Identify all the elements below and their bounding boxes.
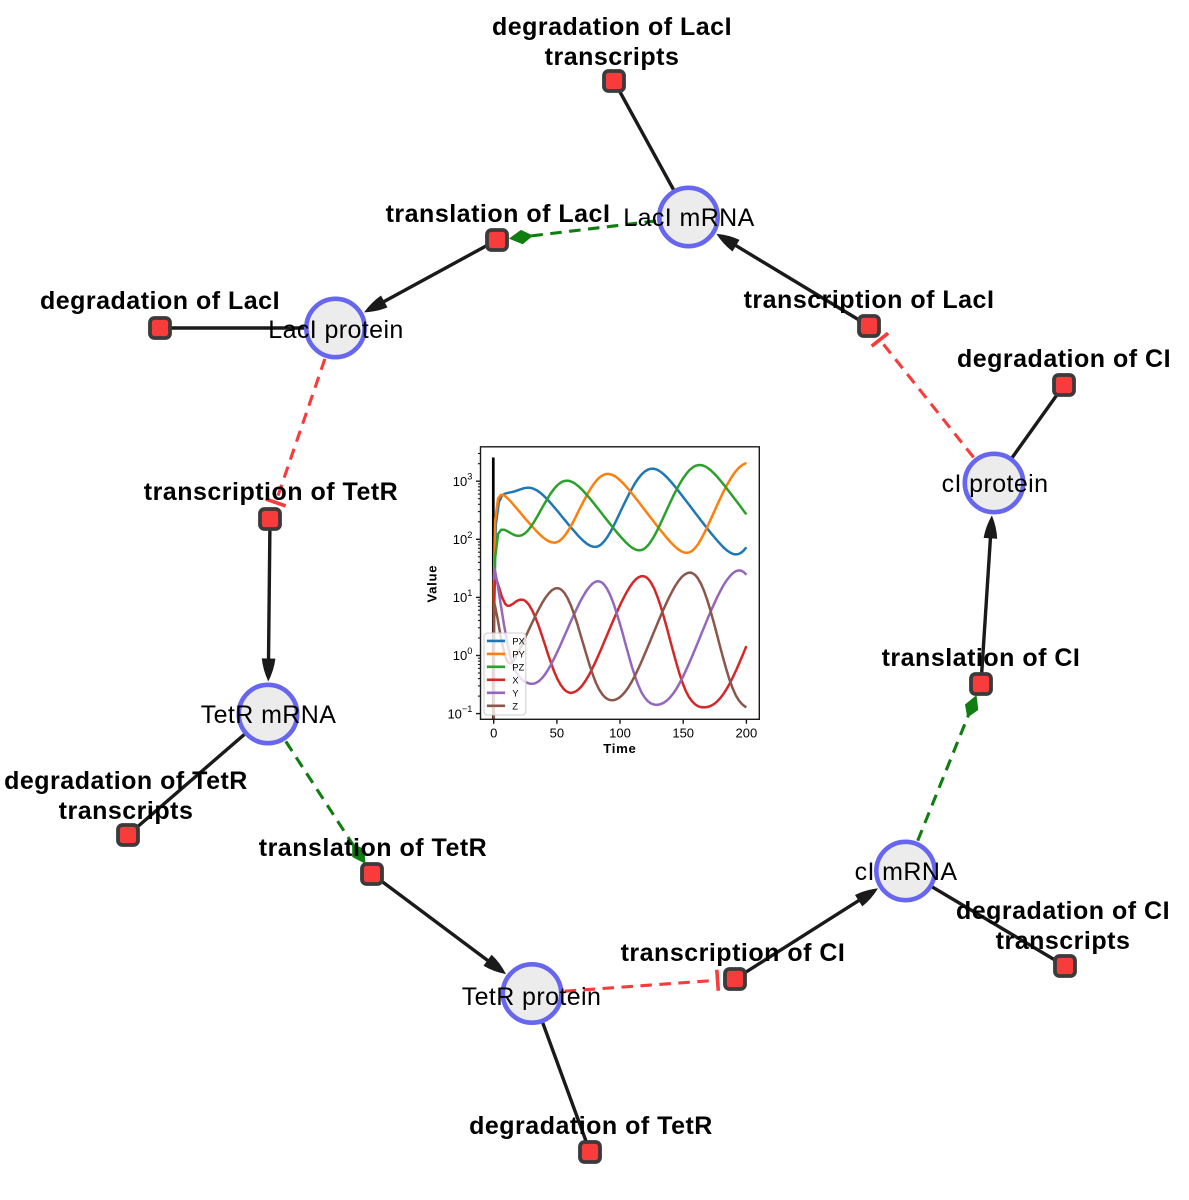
svg-text:degradation of TetR: degradation of TetR xyxy=(4,767,248,795)
svg-text:degradation of CI: degradation of CI xyxy=(957,345,1171,373)
svg-text:PY: PY xyxy=(512,650,525,661)
svg-text:150: 150 xyxy=(672,726,694,741)
svg-text:cI protein: cI protein xyxy=(942,470,1049,498)
svg-text:transcription of LacI: transcription of LacI xyxy=(744,286,995,314)
svg-text:Time: Time xyxy=(603,741,636,756)
svg-text:LacI protein: LacI protein xyxy=(268,316,403,344)
svg-text:transcription of CI: transcription of CI xyxy=(621,939,846,967)
svg-text:transcripts: transcripts xyxy=(996,927,1131,955)
svg-text:200: 200 xyxy=(736,726,758,741)
svg-text:degradation of CI: degradation of CI xyxy=(956,897,1170,925)
svg-text:LacI mRNA: LacI mRNA xyxy=(623,204,754,232)
svg-text:Z: Z xyxy=(512,701,518,712)
svg-text:transcripts: transcripts xyxy=(545,43,680,71)
svg-text:TetR mRNA: TetR mRNA xyxy=(201,701,337,729)
svg-text:0: 0 xyxy=(490,726,497,741)
svg-text:X: X xyxy=(512,675,519,686)
svg-text:100: 100 xyxy=(609,726,631,741)
svg-text:50: 50 xyxy=(550,726,564,741)
svg-text:TetR protein: TetR protein xyxy=(462,983,602,1011)
svg-text:translation of CI: translation of CI xyxy=(882,644,1081,672)
svg-text:PX: PX xyxy=(512,637,525,648)
svg-text:translation of TetR: translation of TetR xyxy=(259,834,487,862)
svg-text:transcription of TetR: transcription of TetR xyxy=(144,478,398,506)
svg-text:degradation of LacI: degradation of LacI xyxy=(492,13,732,41)
svg-text:PZ: PZ xyxy=(512,662,524,673)
svg-text:Y: Y xyxy=(512,688,519,699)
svg-text:cI mRNA: cI mRNA xyxy=(855,858,958,886)
svg-text:degradation of TetR: degradation of TetR xyxy=(469,1112,713,1140)
svg-text:transcripts: transcripts xyxy=(59,797,194,825)
svg-text:degradation of LacI: degradation of LacI xyxy=(40,287,280,315)
svg-text:Value: Value xyxy=(425,565,440,603)
svg-text:translation of LacI: translation of LacI xyxy=(386,200,611,228)
